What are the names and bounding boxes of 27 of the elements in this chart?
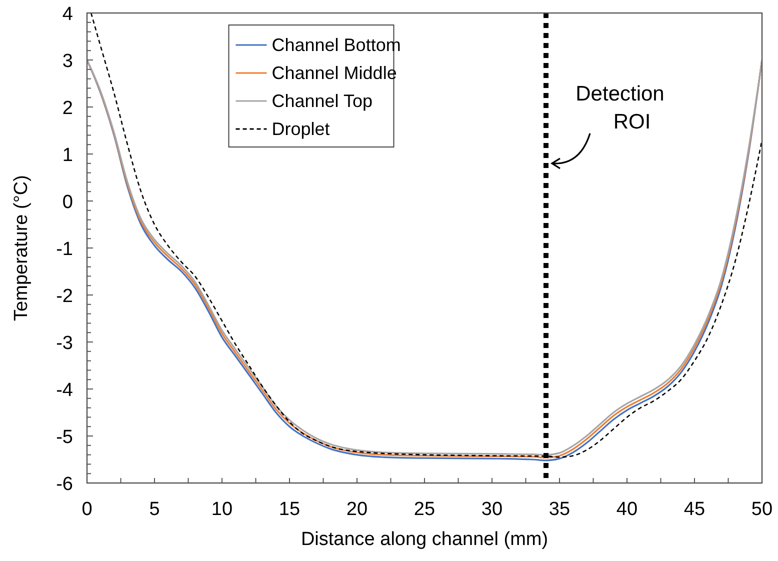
x-tick-label: 20 xyxy=(346,499,368,520)
y-tick-label: 2 xyxy=(62,98,73,119)
x-axis-title: Distance along channel (mm) xyxy=(300,529,548,550)
y-tick-label: -4 xyxy=(56,380,74,401)
x-tick-label: 25 xyxy=(414,499,436,520)
x-tick-label: 10 xyxy=(211,499,233,520)
legend-label: Channel Top xyxy=(272,91,372,111)
x-tick-label: 50 xyxy=(751,499,773,520)
y-tick-label: -1 xyxy=(56,239,73,260)
y-tick-label: 3 xyxy=(62,51,73,72)
x-tick-label: 40 xyxy=(616,499,638,520)
y-tick-label: 4 xyxy=(62,4,74,25)
y-tick-label: 1 xyxy=(62,145,73,166)
y-axis-title: Temperature (°C) xyxy=(11,175,32,321)
x-tick-label: 0 xyxy=(82,499,92,520)
legend-label: Droplet xyxy=(272,119,330,139)
x-tick-label: 35 xyxy=(548,499,570,520)
x-tick-label: 45 xyxy=(684,499,706,520)
y-tick-label: 0 xyxy=(62,192,73,213)
y-tick-label: -2 xyxy=(56,286,73,307)
y-tick-label: -5 xyxy=(56,427,73,448)
y-tick-label: -3 xyxy=(56,333,73,354)
annotation: Detection ROI xyxy=(576,82,664,134)
y-tick-label: -6 xyxy=(56,474,73,495)
x-tick-label: 30 xyxy=(481,499,503,520)
x-tick-label: 15 xyxy=(278,499,300,520)
x-tick-label: 5 xyxy=(149,499,160,520)
